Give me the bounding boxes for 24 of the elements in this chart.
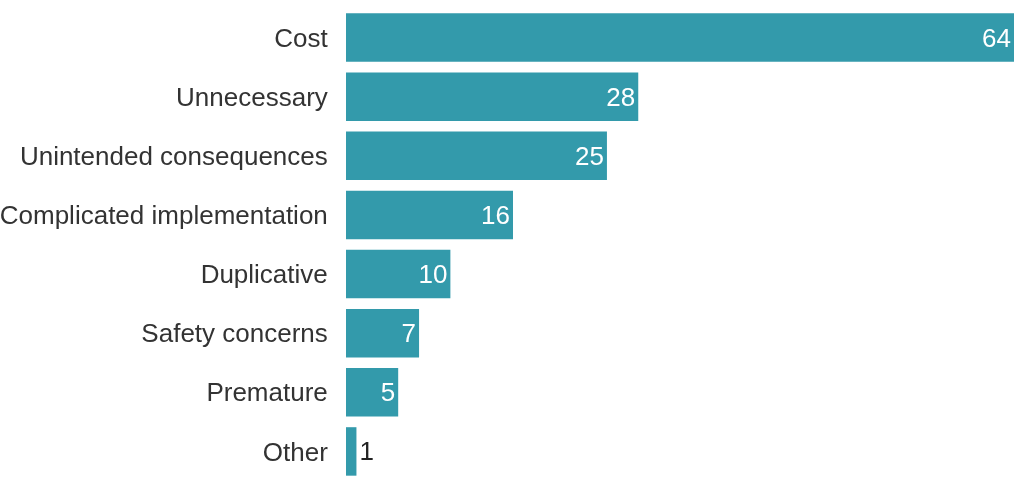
bar: [346, 427, 357, 476]
y-tick-label: Cost: [274, 22, 329, 53]
data-label: 1: [359, 436, 374, 467]
y-tick-label: Premature: [206, 377, 328, 408]
bar: [346, 72, 639, 121]
bar: [346, 308, 420, 358]
y-tick-label: Complicated implementation: [0, 200, 328, 231]
bar: [346, 190, 513, 240]
data-label: 64: [982, 22, 1011, 53]
y-tick-label: Other: [262, 436, 329, 467]
y-tick-label: Unintended consequences: [19, 140, 328, 171]
bar: [346, 13, 1014, 62]
data-label: 16: [481, 199, 510, 230]
y-tick-label: Duplicative: [200, 259, 328, 290]
data-label: 5: [380, 377, 396, 408]
bar: [346, 368, 399, 417]
data-label: 25: [575, 140, 604, 171]
y-tick-label: Safety concerns: [141, 318, 328, 349]
bar: [346, 131, 607, 181]
data-label: 10: [418, 259, 448, 290]
bar: [346, 249, 451, 299]
data-label: 7: [401, 318, 417, 349]
data-label: 28: [606, 81, 636, 112]
y-tick-label: Unnecessary: [176, 81, 328, 112]
